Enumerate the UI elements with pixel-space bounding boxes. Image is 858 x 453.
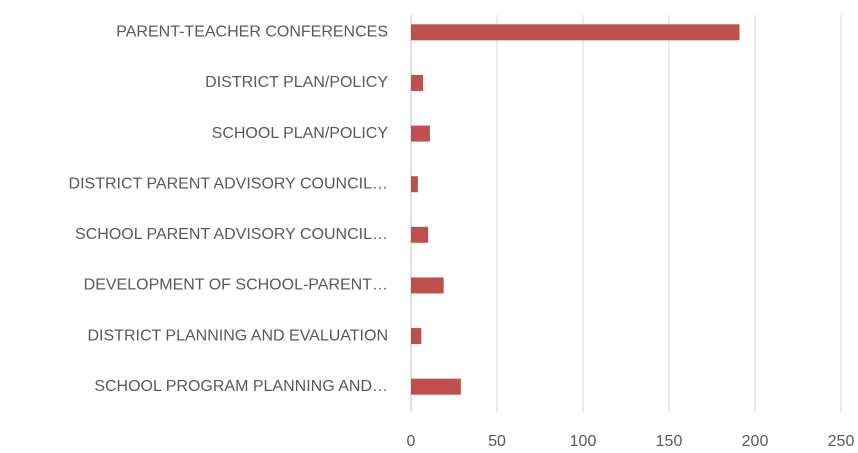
bar [411, 328, 422, 345]
y-tick-label: DEVELOPMENT OF SCHOOL-PARENT… [84, 277, 388, 294]
x-tick-label: 50 [488, 433, 506, 450]
y-tick-label: PARENT-TEACHER CONFERENCES [116, 24, 388, 41]
x-tick-label: 150 [656, 433, 683, 450]
y-tick-label: DISTRICT PLAN/POLICY [205, 74, 388, 91]
x-tick-label: 250 [828, 433, 855, 450]
bar [411, 226, 429, 243]
x-tick-label: 0 [407, 433, 416, 450]
bar [411, 277, 444, 294]
x-tick-label: 100 [570, 433, 597, 450]
y-tick-label: DISTRICT PLANNING AND EVALUATION [88, 327, 389, 344]
y-tick-label: SCHOOL PLAN/POLICY [212, 125, 389, 142]
y-tick-label: SCHOOL PARENT ADVISORY COUNCIL… [75, 226, 388, 243]
y-tick-label: SCHOOL PROGRAM PLANNING AND… [94, 378, 388, 395]
y-tick-label: DISTRICT PARENT ADVISORY COUNCIL… [69, 175, 388, 192]
bar [411, 176, 418, 193]
bar [411, 24, 740, 41]
x-tick-label: 200 [742, 433, 769, 450]
bar [411, 74, 424, 91]
bar [411, 125, 430, 142]
bar [411, 378, 461, 395]
